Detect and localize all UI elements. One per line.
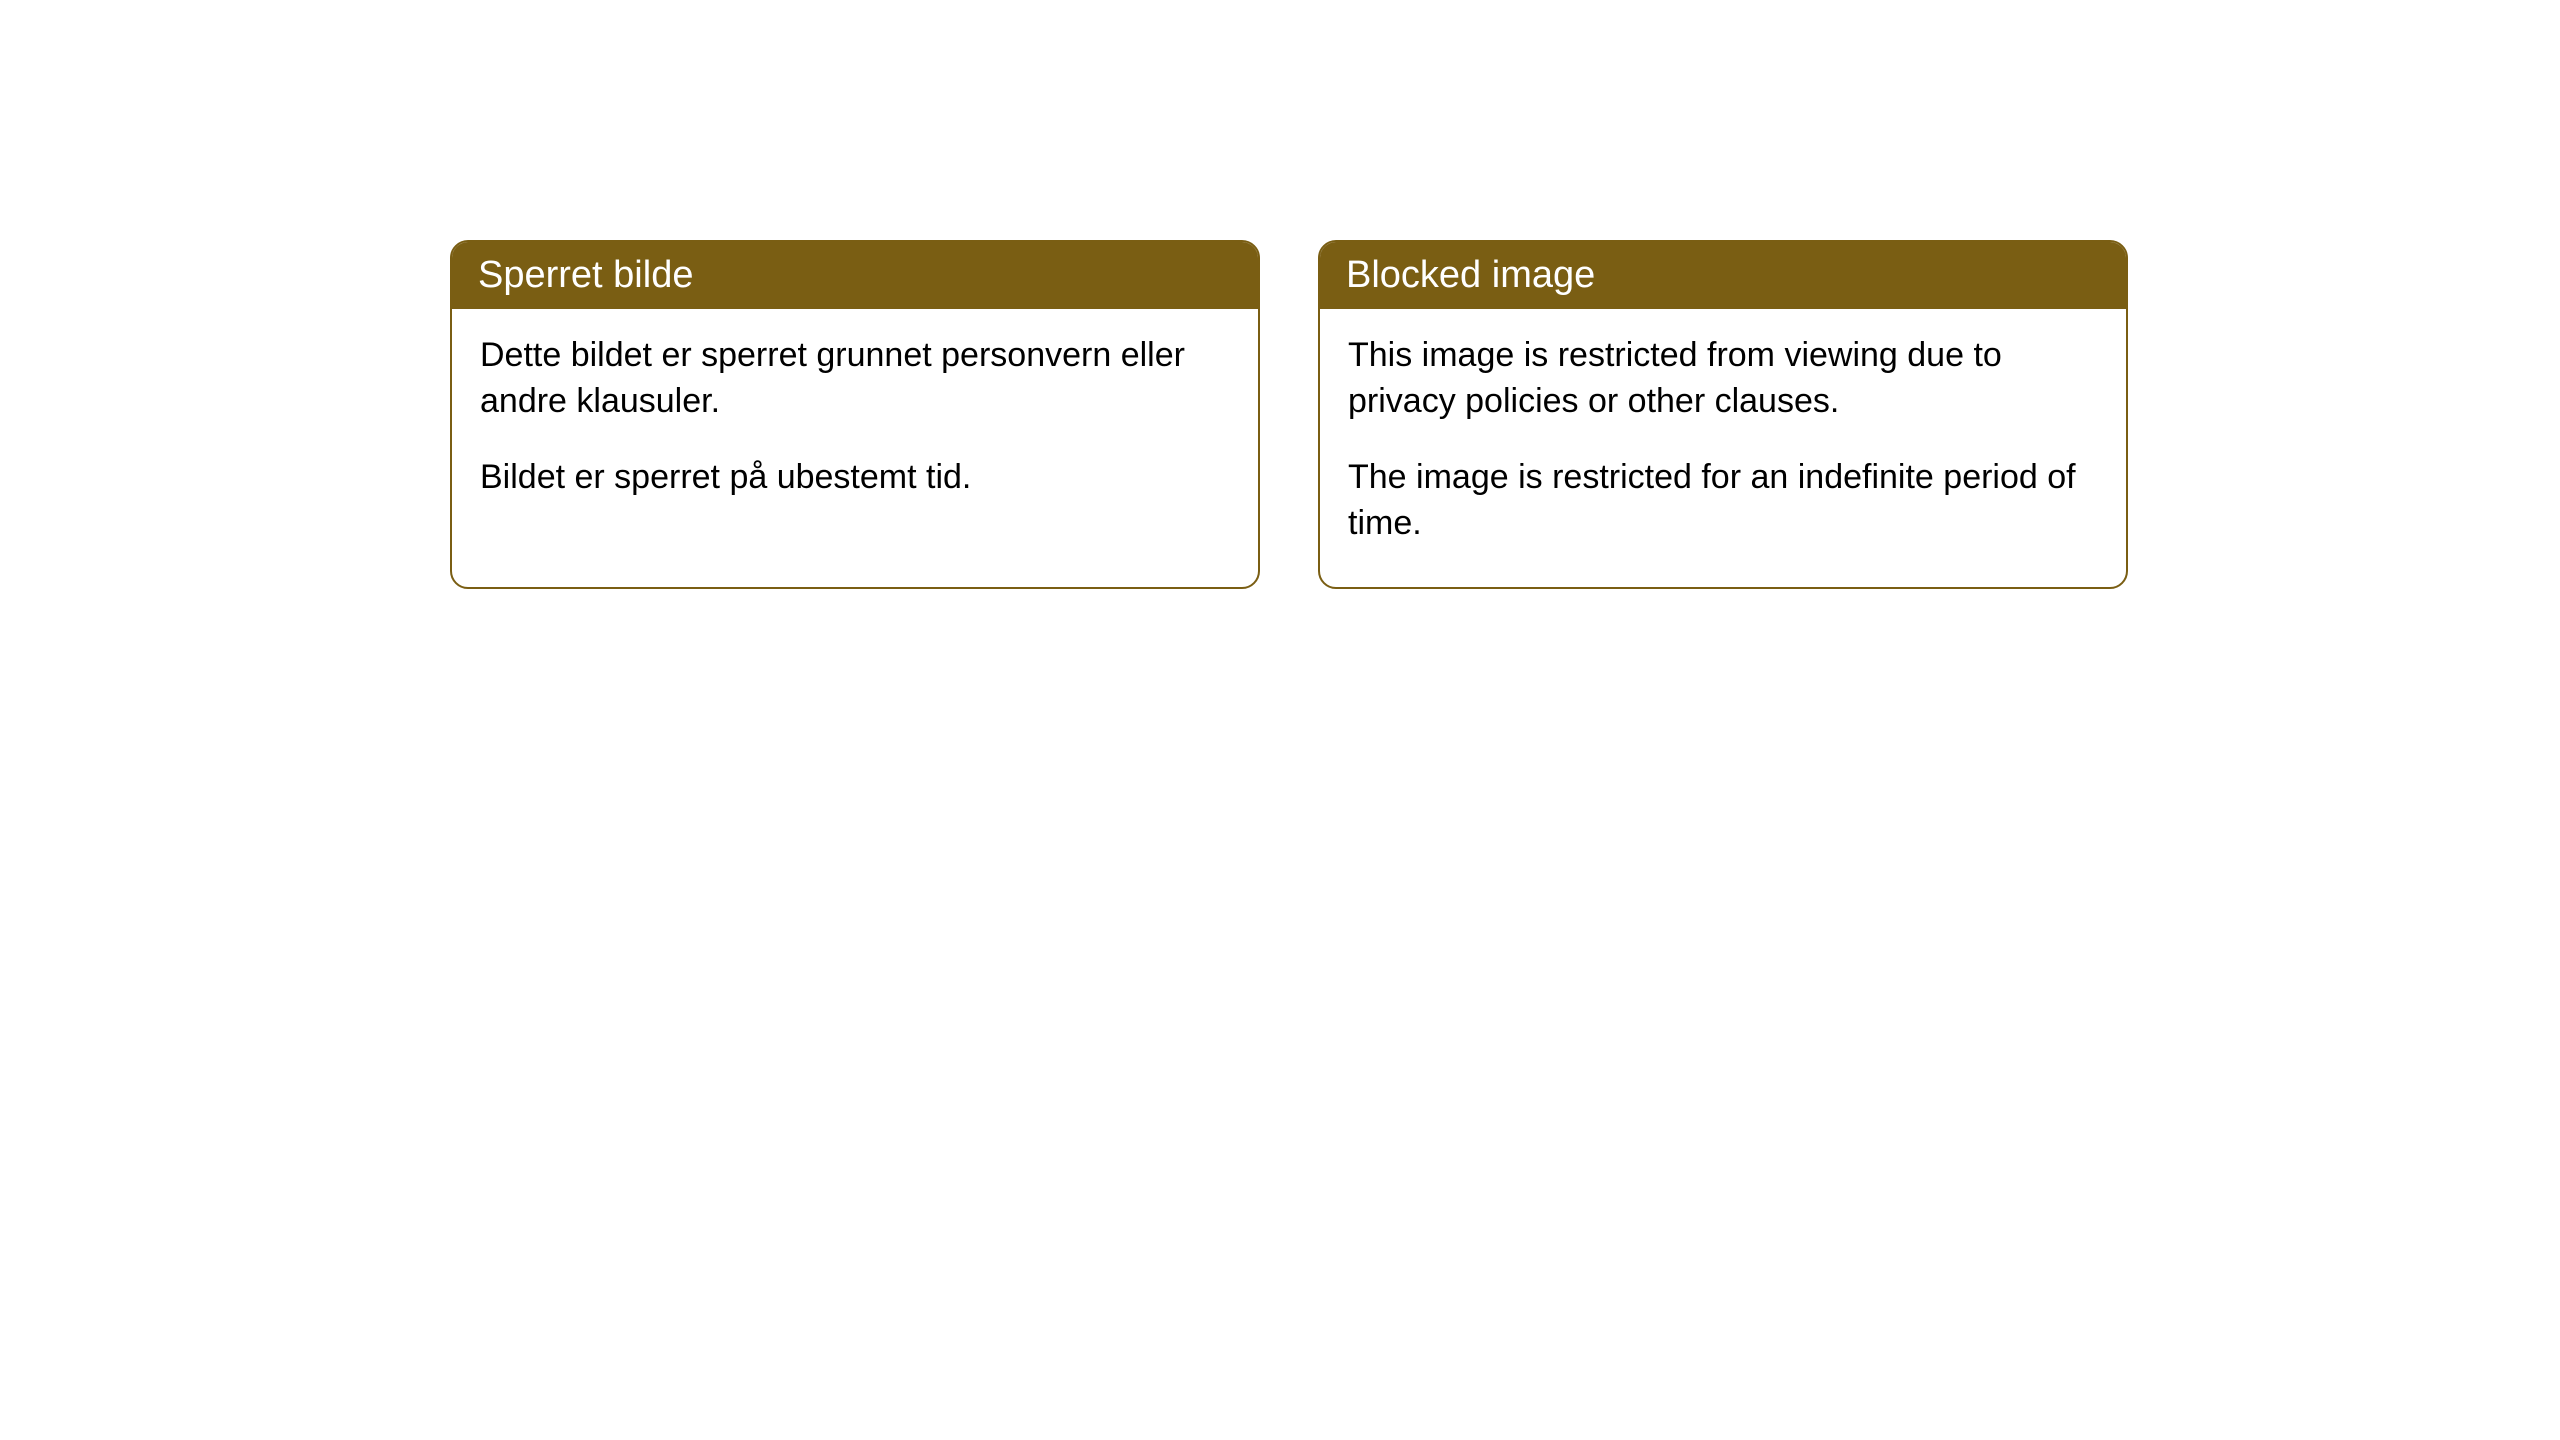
notice-paragraph: This image is restricted from viewing du…: [1348, 333, 2098, 425]
notice-paragraph: The image is restricted for an indefinit…: [1348, 455, 2098, 547]
notice-header-english: Blocked image: [1320, 242, 2126, 309]
notice-paragraph: Bildet er sperret på ubestemt tid.: [480, 455, 1230, 501]
notice-title: Blocked image: [1346, 254, 1595, 296]
notice-paragraph: Dette bildet er sperret grunnet personve…: [480, 333, 1230, 425]
notice-body-norwegian: Dette bildet er sperret grunnet personve…: [452, 309, 1258, 541]
notice-header-norwegian: Sperret bilde: [452, 242, 1258, 309]
notice-container: Sperret bilde Dette bildet er sperret gr…: [0, 0, 2560, 589]
notice-card-english: Blocked image This image is restricted f…: [1318, 240, 2128, 589]
notice-card-norwegian: Sperret bilde Dette bildet er sperret gr…: [450, 240, 1260, 589]
notice-body-english: This image is restricted from viewing du…: [1320, 309, 2126, 587]
notice-title: Sperret bilde: [478, 254, 693, 296]
